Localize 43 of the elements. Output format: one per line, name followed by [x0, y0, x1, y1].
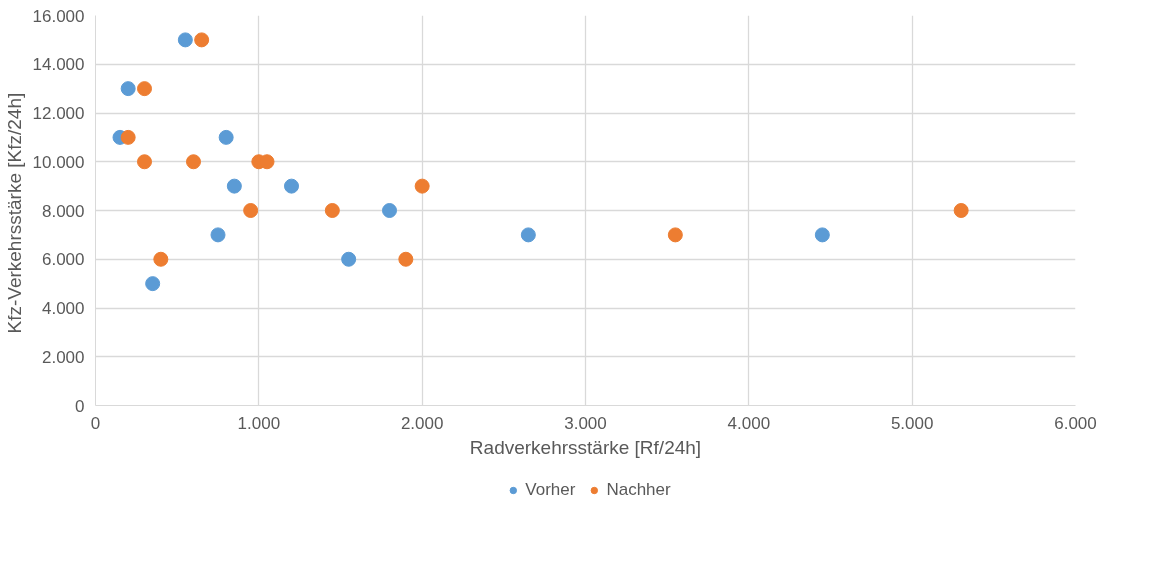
y-tick-label: 14.000 [32, 55, 85, 75]
point [210, 227, 226, 243]
y-tick-label: 16.000 [32, 6, 85, 26]
y-tick-label: 8.000 [41, 201, 85, 221]
point [186, 154, 201, 170]
x-tick-label: 1.000 [237, 413, 281, 433]
x-tick-label: 2.000 [400, 413, 444, 433]
point [520, 227, 536, 243]
point [243, 203, 259, 218]
y-tick-label: 12.000 [32, 104, 85, 123]
legend-label: Nachher [606, 480, 671, 500]
point [382, 203, 397, 218]
point [667, 227, 683, 243]
point [153, 251, 169, 267]
point [177, 32, 193, 48]
point [226, 178, 242, 194]
point [324, 203, 340, 218]
point [814, 227, 830, 243]
y-tick-label: 10.000 [32, 152, 85, 172]
x-tick-label: 6.000 [1054, 413, 1097, 433]
y-tick-label: 0 [75, 396, 85, 416]
y-tick-label: 6.000 [41, 250, 85, 270]
point [398, 251, 414, 267]
point [137, 154, 152, 170]
point [145, 276, 161, 292]
point [137, 81, 152, 97]
point [953, 203, 969, 218]
x-axis-title: Radverkehrsstärke [Rf/24h] [469, 436, 702, 458]
point [120, 81, 136, 97]
point [120, 129, 136, 145]
y-axis-title: Kfz-Verkehrsstärke [Kfz/24h] [3, 92, 25, 334]
point [218, 129, 234, 145]
point [284, 178, 299, 194]
point [194, 32, 210, 48]
x-tick-label: 0 [90, 413, 101, 433]
y-tick-label: 4.000 [41, 299, 85, 318]
point [341, 251, 357, 267]
x-tick-label: 4.000 [727, 413, 771, 433]
legend-label: Vorher [525, 480, 576, 500]
x-tick-label: 5.000 [890, 413, 934, 433]
x-tick-label: 3.000 [564, 413, 607, 433]
y-tick-label: 2.000 [41, 347, 85, 367]
point [414, 178, 430, 194]
